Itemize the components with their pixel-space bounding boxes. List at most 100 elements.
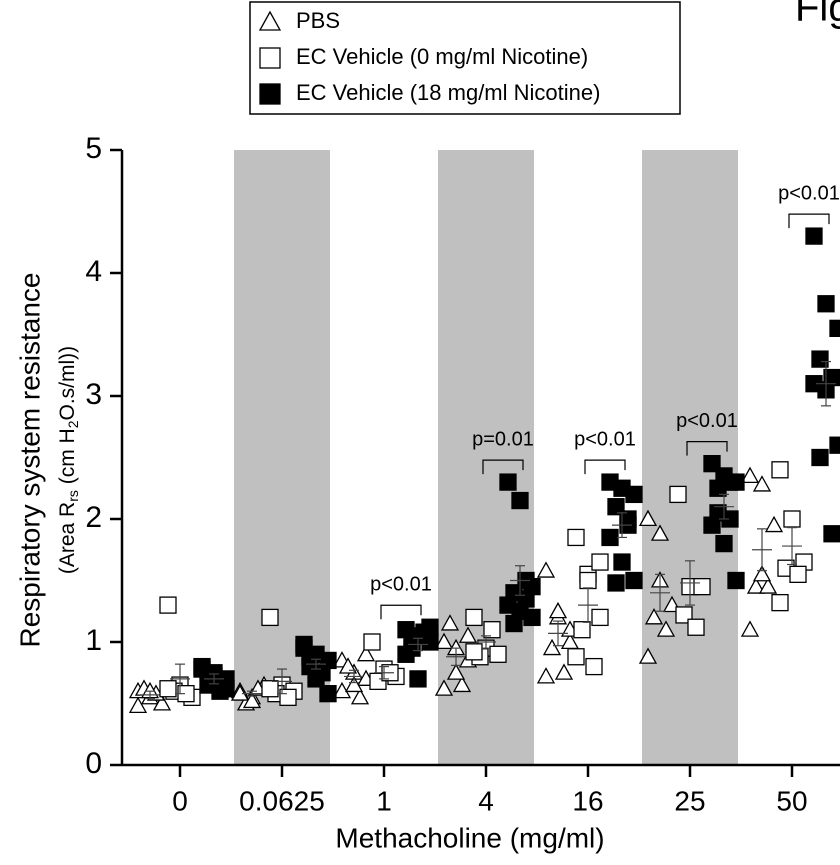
p-value-label: p<0.01 [574, 428, 636, 450]
square-marker [421, 618, 439, 636]
p-value-label: p=0.01 [472, 428, 534, 450]
square-marker [709, 504, 727, 522]
triangle-marker [638, 647, 658, 664]
label-part: 2 [65, 420, 81, 428]
triangle-marker [434, 632, 454, 650]
square-marker [601, 528, 619, 547]
significance-bracket [482, 459, 524, 475]
square-marker [613, 553, 631, 571]
triangle-marker [152, 694, 172, 711]
triangle-marker [338, 657, 358, 674]
triangle-marker [548, 601, 568, 619]
triangle-marker [452, 675, 472, 693]
p-value-label: p<0.01 [778, 182, 840, 204]
triangle-marker [434, 679, 454, 696]
triangle-marker [740, 466, 760, 484]
square-marker [159, 596, 177, 614]
square-marker [607, 574, 625, 592]
y-tick-label: 3 [85, 378, 102, 411]
x-axis-label: Methacholine (mg/ml) [335, 822, 604, 853]
square-marker [829, 319, 840, 338]
significance-bracket [788, 213, 830, 229]
y-tick-label: 2 [85, 501, 102, 534]
square-marker [505, 614, 523, 633]
triangle-marker [752, 475, 772, 492]
label-part: rs [65, 490, 81, 502]
square-marker [669, 485, 687, 504]
triangle-marker [758, 577, 778, 594]
label-part: (cm H [56, 428, 79, 490]
square-marker [489, 645, 507, 663]
triangle-marker [344, 675, 364, 693]
square-marker [159, 680, 177, 698]
square-marker [811, 350, 829, 368]
square-marker [523, 608, 541, 627]
p-value-label: p<0.01 [676, 410, 738, 432]
y-tick-label: 1 [85, 624, 102, 657]
square-marker [687, 618, 705, 636]
triangle-marker [230, 684, 250, 701]
square-marker [829, 436, 840, 454]
legend-label: EC Vehicle (18 mg/ml Nicotine) [296, 80, 600, 105]
triangle-marker [764, 515, 784, 533]
square-marker [499, 473, 517, 491]
square-marker [585, 657, 603, 676]
significance-bracket [584, 459, 626, 475]
x-tick-label: 4 [478, 785, 494, 816]
square-marker [567, 648, 585, 666]
square-marker [823, 525, 840, 543]
x-tick-label: 25 [674, 785, 705, 816]
square-marker [727, 571, 745, 590]
x-tick-label: 0.0625 [239, 785, 325, 816]
square-marker [261, 680, 279, 698]
square-marker [817, 295, 835, 313]
square-marker [579, 571, 597, 590]
square-marker [805, 227, 823, 245]
square-marker [811, 448, 829, 467]
x-tick-label: 16 [572, 785, 603, 816]
y-tick-label: 5 [85, 132, 102, 165]
triangle-marker [644, 608, 664, 625]
square-marker [465, 643, 483, 661]
square-marker [715, 534, 733, 553]
triangle-marker [536, 561, 556, 578]
square-marker [319, 685, 337, 703]
square-marker [567, 528, 585, 547]
y-axis-sublabel: (Area Rrs (cm H2O.s/ml)) [56, 346, 81, 574]
square-marker [771, 593, 789, 612]
triangle-marker [554, 663, 574, 680]
triangle-marker [446, 663, 466, 680]
square-marker [217, 680, 235, 698]
square-marker [573, 621, 591, 639]
triangle-marker [746, 577, 766, 594]
square-marker [619, 510, 637, 528]
triangle-marker [440, 614, 460, 631]
legend-box [249, 1, 681, 115]
y-tick-label: 0 [85, 747, 102, 780]
square-marker [307, 670, 325, 688]
square-marker [465, 608, 483, 627]
square-marker [783, 510, 801, 528]
label-part: (Area R [56, 502, 79, 574]
square-marker [259, 47, 281, 69]
square-marker [625, 571, 643, 590]
significance-bracket [380, 604, 422, 620]
x-tick-label: 50 [776, 785, 807, 816]
triangle-marker [650, 524, 670, 541]
square-marker [693, 578, 711, 596]
p-value-label: p<0.01 [370, 574, 432, 596]
triangle-marker [656, 620, 676, 637]
square-marker [511, 491, 529, 510]
y-axis-label: Respiratory system resistance [14, 272, 45, 647]
square-marker [301, 648, 319, 666]
triangle-marker [258, 10, 282, 31]
square-marker [591, 608, 609, 627]
square-marker [721, 473, 739, 491]
square-marker [363, 633, 381, 651]
label-part: O.s/ml)) [56, 346, 79, 421]
square-marker [771, 461, 789, 479]
triangle-marker [356, 644, 376, 662]
square-marker [409, 670, 427, 688]
triangle-marker [458, 626, 478, 643]
